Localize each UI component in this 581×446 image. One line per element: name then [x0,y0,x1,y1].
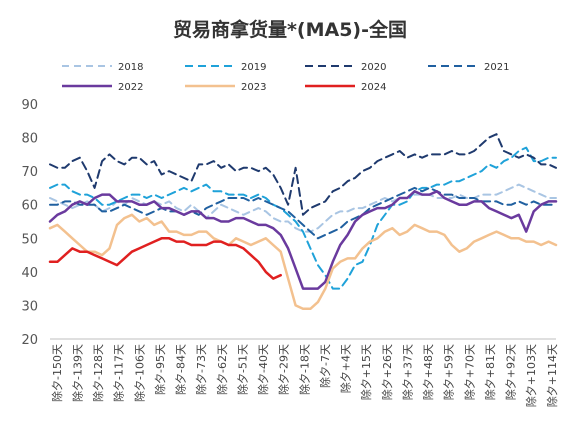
y-tick-label: 60 [21,199,38,214]
x-tick-label: 除夕-7天 [318,344,332,388]
chart-title: 贸易商拿货量*(MA5)-全国 [173,18,407,41]
legend: 2018 2019 2020 2021 2022 2023 2024 [62,62,509,93]
x-tick-label: 除夕-62天 [215,344,229,395]
legend-label-2023: 2023 [241,82,266,93]
series-line-2024 [48,237,282,280]
y-tick-label: 20 [21,333,38,348]
x-tick-label: 除夕-29天 [277,344,291,395]
y-tick-label: 80 [21,132,38,147]
y-tick-label: 40 [21,266,38,281]
series-line-2022 [48,190,558,290]
legend-label-2022: 2022 [118,82,143,93]
y-axis: 20 30 40 50 60 70 80 90 [21,98,38,348]
series-line-2019 [49,146,557,290]
x-tick-label: 除夕-150天 [50,344,64,402]
y-tick-label: 30 [21,299,38,314]
y-tick-label: 90 [21,98,38,113]
x-tick-label: 除夕+26天 [380,344,394,400]
x-tick-label: 除夕-51天 [235,344,249,395]
x-tick-label: 除夕+15天 [359,344,373,400]
x-tick-label: 除夕+70天 [462,344,476,400]
x-tick-label: 除夕-95天 [153,344,167,395]
x-tick-label: 除夕+48天 [421,344,435,400]
x-tick-label: 除夕-117天 [112,344,126,402]
x-tick-label: 除夕-139天 [70,344,84,402]
y-tick-label: 50 [21,232,38,247]
x-tick-label: 除夕-106天 [132,344,146,402]
x-tick-label: 除夕+4天 [339,344,353,393]
x-axis: 除夕-150天 除夕-139天 除夕-128天 除夕-117天 除夕-106天 除夕-95… [50,338,559,407]
x-tick-label: 除夕+114天 [545,344,559,407]
x-tick-label: 除夕-73天 [194,344,208,395]
series-line-2023 [48,213,558,311]
x-tick-label: 除夕+92天 [504,344,518,400]
x-tick-label: 除夕-84天 [174,344,188,395]
x-tick-label: 除夕+81天 [483,344,497,400]
y-tick-label: 70 [21,165,38,180]
legend-label-2021: 2021 [484,62,509,73]
x-tick-label: 除夕-128天 [91,344,105,402]
legend-label-2018: 2018 [118,62,143,73]
x-tick-label: 除夕+37天 [400,344,414,400]
series-line-2020 [49,133,557,216]
series-layer [48,133,558,311]
x-tick-label: 除夕-40天 [256,344,270,395]
x-tick-label: 除夕-18天 [297,344,311,395]
legend-label-2019: 2019 [241,62,266,73]
legend-label-2020: 2020 [361,62,386,73]
x-tick-label: 除夕+103天 [524,344,538,407]
x-tick-label: 除夕+59天 [442,344,456,400]
series-line-2021 [49,186,557,240]
legend-label-2024: 2024 [361,82,386,93]
